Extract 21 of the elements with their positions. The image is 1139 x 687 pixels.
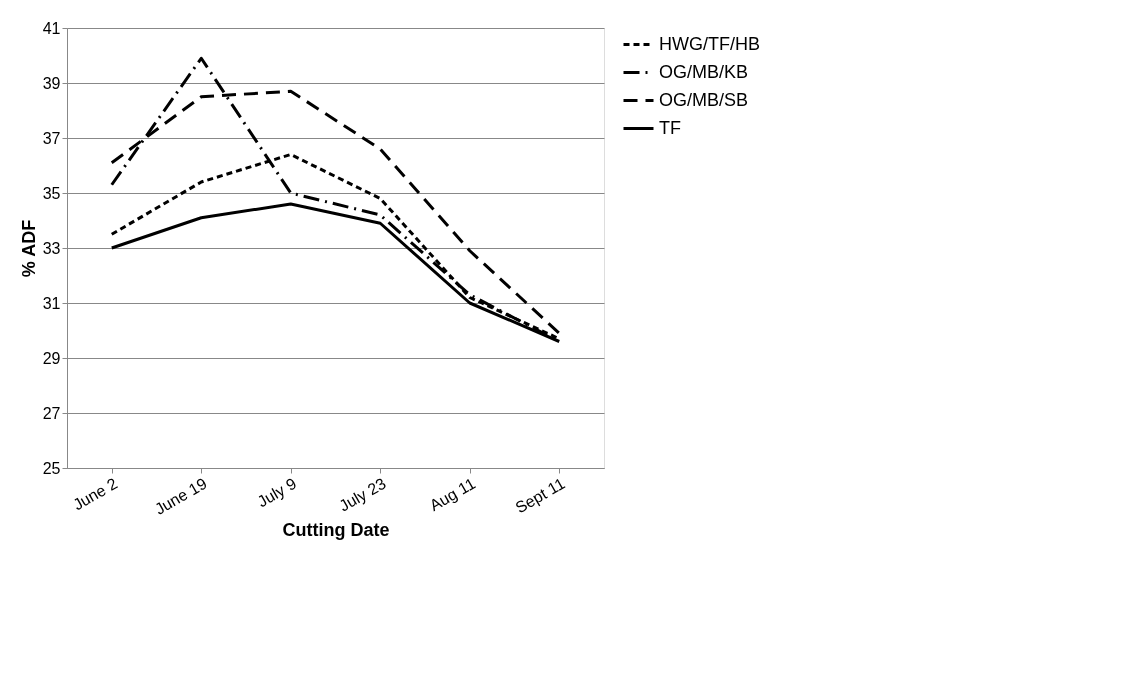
x-tick-label: June 2 bbox=[70, 474, 121, 514]
y-tick-label: 35 bbox=[42, 184, 61, 202]
y-tick-label: 29 bbox=[42, 349, 61, 367]
y-tick-label: 41 bbox=[42, 19, 61, 37]
y-tick-label: 25 bbox=[42, 459, 61, 477]
legend-label: OG/MB/KB bbox=[659, 61, 749, 82]
x-tick-label: Aug 11 bbox=[426, 474, 479, 515]
legend-label: OG/MB/SB bbox=[659, 89, 749, 110]
legend-label: HWG/TF/HB bbox=[659, 33, 760, 54]
legend-label: TF bbox=[659, 117, 681, 138]
y-tick-label: 31 bbox=[42, 294, 61, 312]
y-tick-label: 39 bbox=[42, 74, 61, 92]
y-tick-label: 33 bbox=[42, 239, 61, 257]
y-tick-label: 27 bbox=[42, 404, 61, 422]
y-tick-label: 37 bbox=[42, 129, 61, 147]
x-tick-label: July 9 bbox=[254, 474, 300, 511]
x-tick-label: Sept 11 bbox=[512, 474, 568, 517]
x-tick-label: June 19 bbox=[151, 474, 210, 518]
y-axis-title: % ADF bbox=[18, 219, 39, 278]
x-axis-title: Cutting Date bbox=[282, 519, 390, 540]
x-tick-label: July 23 bbox=[336, 474, 389, 515]
